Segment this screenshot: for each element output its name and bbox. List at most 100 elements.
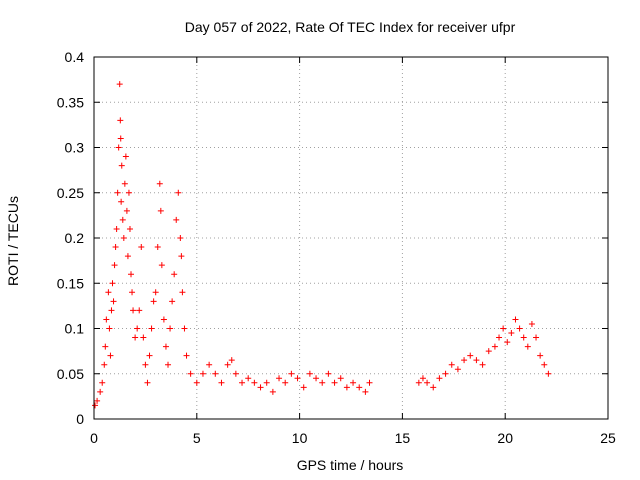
data-point [146,352,153,359]
data-point [356,384,363,391]
data-point [108,307,115,314]
y-tick-label: 0.25 [57,185,84,201]
data-point [516,325,523,332]
data-point [156,180,163,187]
x-tick-label: 25 [600,430,616,446]
y-tick-label: 0.4 [65,49,85,65]
data-points [92,81,552,409]
data-point [228,357,235,364]
data-point [118,162,125,169]
x-axis-label: GPS time / hours [297,457,404,473]
data-point [121,180,128,187]
data-point [148,325,155,332]
data-point [111,262,118,269]
data-point [193,379,200,386]
data-point [545,370,552,377]
data-point [110,298,117,305]
y-tick-label: 0.05 [57,366,84,382]
data-point [122,153,129,160]
data-point [160,316,167,323]
grid [94,57,608,419]
axis-ticks: 0 0.05 0.1 0.15 0.2 0.25 0.3 0.35 0.4 0 5 10 15 20 25 [57,49,616,446]
data-point [541,361,548,368]
data-point [224,361,231,368]
data-point [150,298,157,305]
data-point [454,366,461,373]
data-point [115,144,122,151]
data-point [419,375,426,382]
chart-title: Day 057 of 2022, Rate Of TEC Index for r… [185,19,516,35]
data-point [126,225,133,232]
data-point [282,379,289,386]
data-point [313,375,320,382]
y-tick-label: 0.15 [57,275,84,291]
data-point [130,307,137,314]
data-point [113,225,120,232]
data-point [500,325,507,332]
data-point [350,379,357,386]
data-point [232,370,239,377]
data-point [94,397,101,404]
data-point [183,352,190,359]
data-point [496,334,503,341]
data-point [112,244,119,251]
data-point [157,207,164,214]
data-point [319,379,326,386]
data-point [187,370,194,377]
data-point [102,343,109,350]
data-point [154,244,161,251]
data-point [107,352,114,359]
data-point [125,189,132,196]
data-point [442,370,449,377]
data-point [142,361,149,368]
data-point [140,334,147,341]
data-point [206,361,213,368]
data-point [119,216,126,223]
x-tick-label: 5 [193,430,201,446]
data-point [181,325,188,332]
y-tick-label: 0.3 [65,140,85,156]
data-point [144,379,151,386]
data-point [162,343,169,350]
data-point [257,384,264,391]
data-point [103,316,110,323]
data-point [533,334,540,341]
data-point [325,370,332,377]
data-point [251,379,258,386]
data-point [106,325,113,332]
data-point [288,370,295,377]
data-point [269,388,276,395]
data-point [97,388,104,395]
data-point [173,216,180,223]
data-point [138,244,145,251]
data-point [123,207,130,214]
x-tick-label: 15 [395,430,411,446]
data-point [263,379,270,386]
data-point [158,262,165,269]
data-point [508,330,515,337]
data-point [485,348,492,355]
data-point [362,388,369,395]
data-point [415,379,422,386]
data-point [117,117,124,124]
data-point [120,235,127,241]
data-point [430,384,437,391]
data-point [479,361,486,368]
data-point [117,135,124,142]
data-point [179,289,186,296]
data-point [306,370,313,377]
data-point [114,189,121,196]
data-point [169,298,176,305]
data-point [276,375,283,382]
data-point [520,334,527,341]
data-point [128,271,135,278]
data-point [245,375,252,382]
y-tick-label: 0.1 [65,321,85,337]
data-point [101,361,108,368]
data-point [424,379,431,386]
y-tick-label: 0.2 [65,230,85,246]
x-tick-label: 0 [90,430,98,446]
data-point [167,325,174,332]
data-point [92,402,99,409]
